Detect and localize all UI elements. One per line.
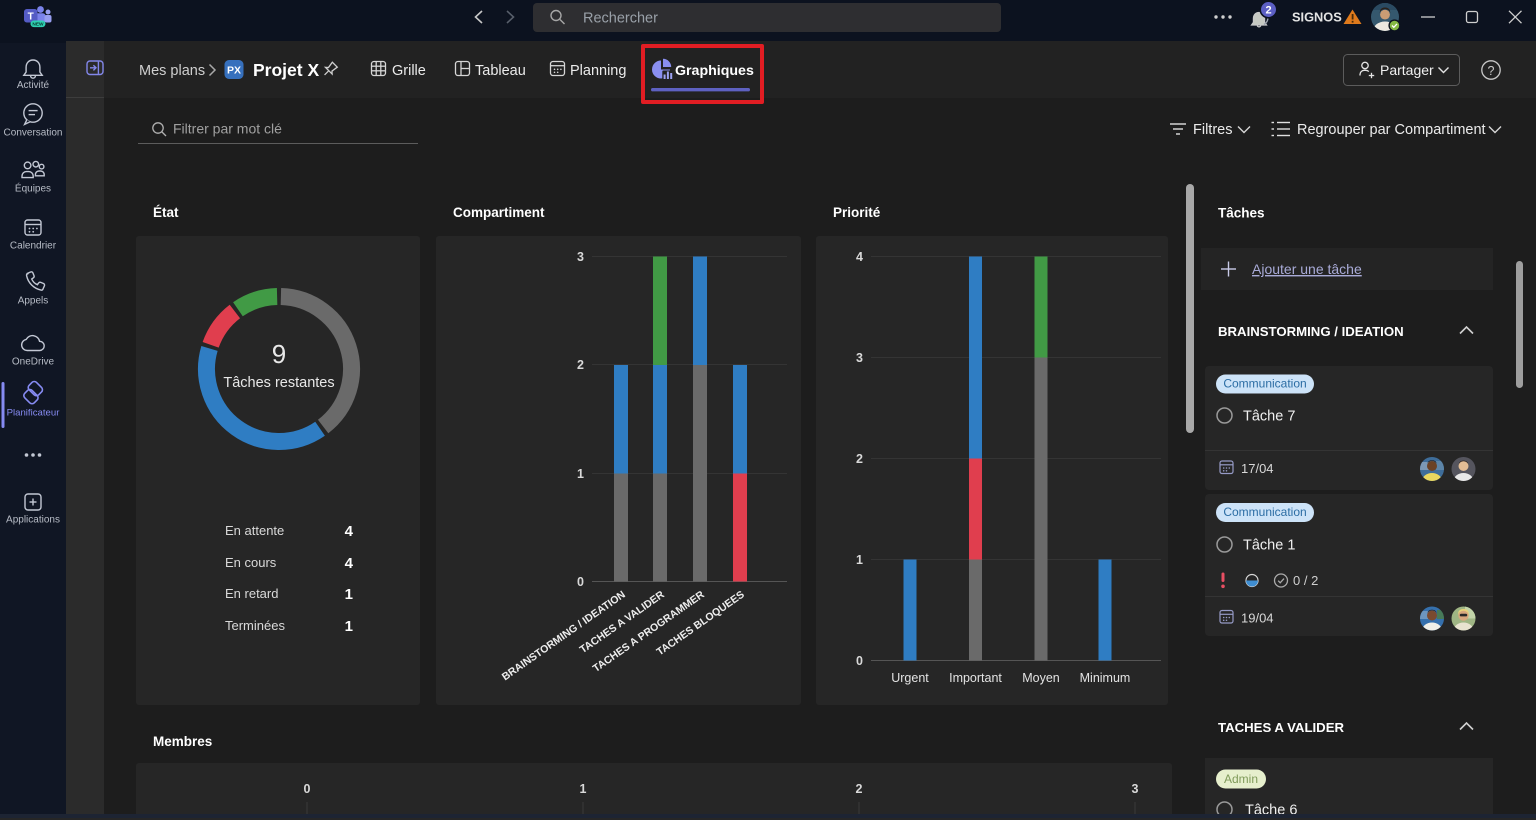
- svg-text:SIGNOS: SIGNOS: [1292, 10, 1342, 25]
- svg-text:En retard: En retard: [225, 586, 278, 601]
- svg-text:BRAINSTORMING / IDEATION: BRAINSTORMING / IDEATION: [1218, 324, 1404, 339]
- svg-text:Partager: Partager: [1380, 62, 1434, 78]
- svg-text:17/04: 17/04: [1241, 461, 1274, 476]
- svg-text:9: 9: [272, 339, 286, 369]
- svg-text:État: État: [153, 205, 179, 220]
- svg-text:Activité: Activité: [17, 80, 50, 91]
- svg-text:Ajouter une tâche: Ajouter une tâche: [1252, 261, 1362, 277]
- svg-text:0: 0: [856, 654, 863, 668]
- svg-text:Compartiment: Compartiment: [453, 205, 545, 220]
- svg-text:Admin: Admin: [1224, 772, 1258, 786]
- svg-text:?: ?: [1488, 64, 1495, 78]
- svg-text:4: 4: [345, 555, 354, 572]
- svg-text:1: 1: [345, 586, 353, 603]
- svg-text:Filtrer par mot clé: Filtrer par mot clé: [173, 121, 282, 137]
- svg-text:Tâche 7: Tâche 7: [1243, 409, 1295, 425]
- svg-text:Tâche 1: Tâche 1: [1243, 538, 1295, 554]
- svg-text:Mes plans: Mes plans: [139, 63, 205, 79]
- svg-text:Membres: Membres: [153, 734, 212, 749]
- svg-text:T: T: [28, 12, 34, 23]
- svg-text:Appels: Appels: [18, 296, 49, 307]
- svg-text:4: 4: [856, 250, 863, 264]
- svg-text:Rechercher: Rechercher: [583, 11, 658, 27]
- svg-text:0 / 2: 0 / 2: [1293, 573, 1318, 588]
- svg-text:Priorité: Priorité: [833, 205, 881, 220]
- svg-text:2: 2: [1265, 4, 1271, 16]
- svg-text:Planificateur: Planificateur: [7, 408, 61, 419]
- svg-text:Minimum: Minimum: [1080, 671, 1131, 685]
- svg-text:1: 1: [580, 782, 587, 796]
- svg-text:Calendrier: Calendrier: [10, 241, 57, 252]
- svg-text:2: 2: [577, 358, 584, 372]
- svg-text:1: 1: [856, 553, 863, 567]
- svg-text:TACHES A VALIDER: TACHES A VALIDER: [1218, 720, 1344, 735]
- svg-text:Projet X: Projet X: [253, 60, 319, 80]
- svg-text:Communication: Communication: [1223, 505, 1306, 519]
- svg-text:2: 2: [856, 452, 863, 466]
- svg-text:0: 0: [577, 575, 584, 589]
- svg-text:Tâches: Tâches: [1218, 206, 1265, 221]
- svg-text:0: 0: [304, 782, 311, 796]
- svg-text:PX: PX: [227, 65, 241, 77]
- svg-text:Regrouper par Compartiment: Regrouper par Compartiment: [1297, 122, 1486, 138]
- svg-text:En attente: En attente: [225, 523, 284, 538]
- svg-text:3: 3: [577, 250, 584, 264]
- svg-text:Graphiques: Graphiques: [675, 63, 754, 79]
- svg-text:Applications: Applications: [6, 515, 60, 526]
- svg-text:En cours: En cours: [225, 555, 277, 570]
- svg-text:Tableau: Tableau: [475, 63, 526, 79]
- svg-text:Équipes: Équipes: [15, 182, 51, 195]
- svg-text:Terminées: Terminées: [225, 618, 285, 633]
- svg-text:Filtres: Filtres: [1193, 122, 1232, 138]
- svg-text:OneDrive: OneDrive: [12, 357, 55, 368]
- svg-text:Conversation: Conversation: [4, 128, 63, 139]
- svg-text:Tâches restantes: Tâches restantes: [223, 375, 334, 391]
- svg-text:Grille: Grille: [392, 63, 426, 79]
- svg-text:19/04: 19/04: [1241, 611, 1274, 626]
- svg-text:Planning: Planning: [570, 63, 626, 79]
- svg-text:Moyen: Moyen: [1022, 671, 1060, 685]
- svg-text:3: 3: [1132, 782, 1139, 796]
- svg-text:3: 3: [856, 351, 863, 365]
- svg-text:Communication: Communication: [1223, 377, 1306, 391]
- svg-text:1: 1: [345, 618, 353, 635]
- svg-text:2: 2: [856, 782, 863, 796]
- svg-text:4: 4: [345, 523, 354, 540]
- svg-text:1: 1: [577, 467, 584, 481]
- svg-text:Important: Important: [949, 671, 1002, 685]
- svg-text:Urgent: Urgent: [891, 671, 929, 685]
- svg-text:NEW: NEW: [32, 22, 44, 28]
